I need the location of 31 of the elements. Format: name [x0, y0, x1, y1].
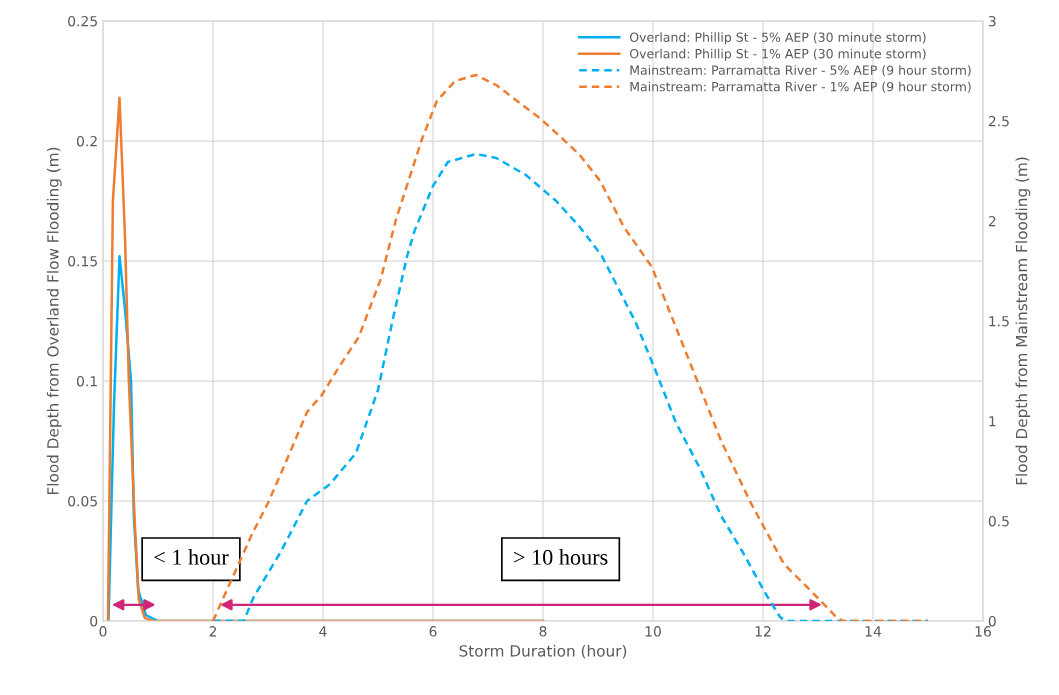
x-tick-label: 4 — [319, 626, 327, 637]
legend-label: Mainstream: Parramatta River - 5% AEP (9 hour storm) — [630, 65, 971, 77]
x-tick-label: 12 — [755, 626, 771, 637]
y-axis-title: Flood Depth from Overland Flow Flooding (m) — [46, 147, 62, 495]
y2-tick-label: 1 — [989, 416, 996, 427]
y2-axis-title: Flood Depth from Mainstream Flooding (m) — [1015, 157, 1031, 485]
y2-tick-label: 2.5 — [988, 115, 1009, 127]
y2-tick-label: 2 — [988, 215, 996, 227]
x-axis-title: Storm Duration (hour) — [459, 644, 627, 659]
y-tick-label: 0.25 — [68, 15, 97, 27]
y-tick-label: 0.05 — [68, 495, 97, 507]
y-tick-label: 0.2 — [76, 135, 97, 147]
annotation: > 10 hours — [514, 549, 608, 565]
y2-tick-label: 1.5 — [989, 316, 1009, 327]
x-tick-label: 0 — [99, 626, 107, 637]
x-tick-label: 16 — [975, 626, 991, 637]
x-tick-label: 14 — [865, 626, 882, 637]
legend-label: Overland: Phillip St - 1% AEP (30 minute storm) — [629, 48, 926, 61]
x-tick-label: 2 — [209, 626, 217, 637]
y2-tick-label: 0 — [988, 615, 996, 627]
y-tick-label: 0.15 — [68, 255, 97, 267]
y2-tick-label: 0.5 — [988, 515, 1009, 527]
annotation: < 1 hour — [154, 549, 229, 565]
y-tick-label: 0.1 — [76, 375, 97, 387]
x-tick-label: 10 — [645, 626, 661, 637]
x-tick-label: 6 — [429, 626, 437, 637]
x-tick-label: 8 — [539, 626, 547, 637]
y-tick-label: 0 — [90, 615, 98, 627]
y2-tick-label: 3 — [988, 15, 996, 27]
legend-label: Mainstream: Parramatta River - 1% AEP (9 hour storm) — [630, 81, 971, 93]
legend-label: Overland: Phillip St - 5% AEP (30 minute storm) — [629, 32, 926, 45]
